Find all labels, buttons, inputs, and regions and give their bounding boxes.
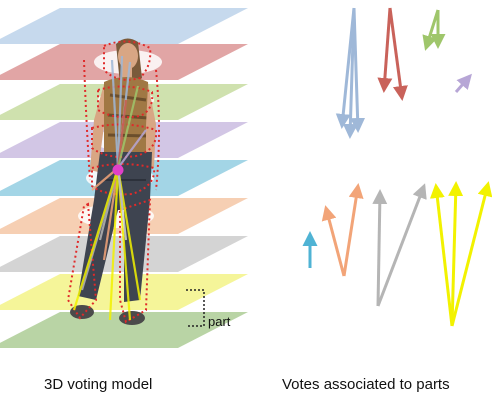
vote-group-orange — [321, 183, 364, 277]
vote-arrow-icon — [388, 7, 408, 101]
vote-groups — [302, 7, 492, 327]
person-figure-icon — [66, 38, 162, 325]
vote-arrow-icon — [377, 7, 393, 93]
vote-arrow-icon — [454, 73, 472, 93]
vote-arrow-icon — [429, 183, 454, 327]
vote-group-purple — [454, 73, 472, 93]
vote-arrow-icon — [350, 7, 366, 133]
vote-group-blue — [335, 7, 366, 139]
caption-voting-model: 3D voting model — [44, 376, 153, 393]
center-point — [112, 164, 124, 176]
caption-votes-parts: Votes associated to parts — [282, 376, 450, 393]
bracket-icon — [186, 289, 205, 327]
vote-group-red — [377, 7, 408, 101]
slice-9 — [0, 312, 248, 348]
vote-group-green — [422, 9, 446, 51]
vote-arrow-icon — [448, 181, 464, 327]
vote-arrow-icon — [422, 9, 440, 51]
vote-arrow-icon — [372, 189, 388, 307]
vote-arrow-icon — [376, 183, 427, 307]
vote-arrow-icon — [321, 205, 346, 277]
vote-arrow-icon — [342, 183, 364, 277]
slice-1 — [0, 8, 248, 44]
vote-arrow-icon — [450, 181, 492, 327]
vote-group-yellow — [429, 181, 492, 327]
vote-group-gray — [372, 183, 427, 307]
part-label: part — [208, 314, 231, 329]
